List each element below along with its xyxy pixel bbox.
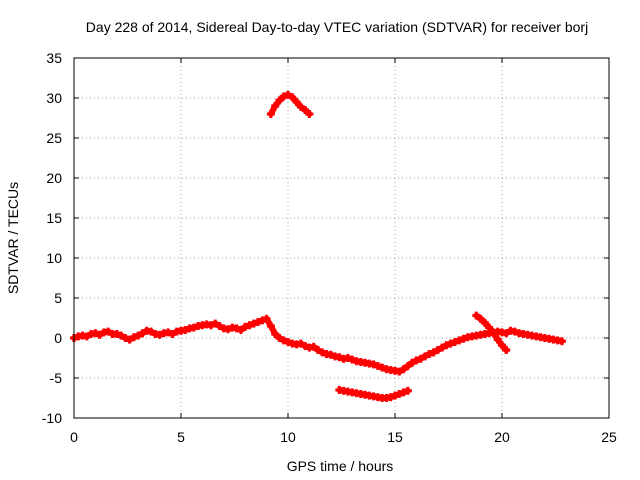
chart-title: Day 228 of 2014, Sidereal Day-to-day VTE… <box>86 19 588 35</box>
x-tick-label: 5 <box>177 429 185 445</box>
tick-layer: 0 5 10 15 20 25 -10 -5 0 5 10 15 20 25 30 35 <box>42 50 617 445</box>
y-tick-label: 25 <box>46 130 62 146</box>
y-tick-label: 5 <box>54 290 62 306</box>
y-tick-label: 10 <box>46 250 62 266</box>
x-tick-label: 10 <box>280 429 296 445</box>
x-tick-label: 0 <box>70 429 78 445</box>
data-layer <box>70 90 566 402</box>
x-tick-label: 15 <box>387 429 403 445</box>
series-arc-main <box>70 314 566 376</box>
y-tick-label: -10 <box>42 410 62 426</box>
x-axis-label: GPS time / hours <box>287 458 394 474</box>
grid-layer <box>74 58 609 418</box>
series-arc-low <box>335 386 412 402</box>
y-tick-label: 20 <box>46 170 62 186</box>
y-tick-label: -5 <box>50 370 63 386</box>
series-arc-loop <box>472 311 511 354</box>
series-arc-high <box>266 90 314 118</box>
x-tick-label: 25 <box>601 429 617 445</box>
y-tick-label: 15 <box>46 210 62 226</box>
y-tick-label: 35 <box>46 50 62 66</box>
y-tick-label: 0 <box>54 330 62 346</box>
x-tick-label: 20 <box>494 429 510 445</box>
y-axis-label: SDTVAR / TECUs <box>5 182 21 294</box>
y-tick-label: 30 <box>46 90 62 106</box>
plot-frame <box>73 57 610 419</box>
